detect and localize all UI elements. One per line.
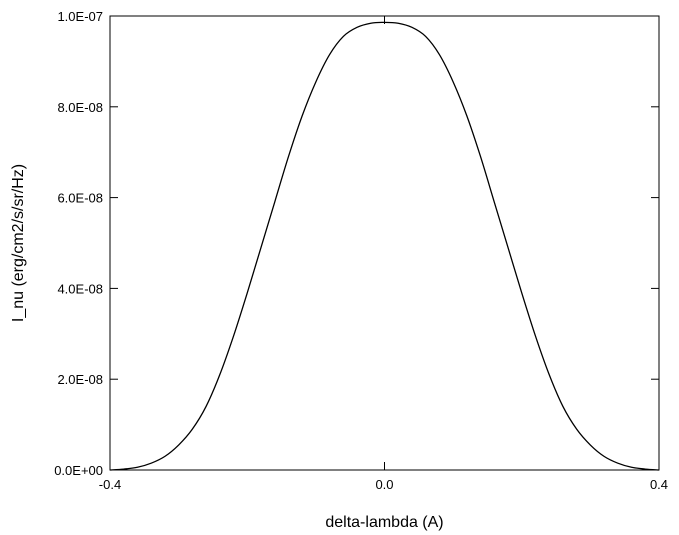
- y-tick-label: 1.0E-07: [57, 9, 103, 24]
- y-tick-label: 0.0E+00: [54, 463, 103, 478]
- y-axis-label: I_nu (erg/cm2/s/sr/Hz): [10, 164, 27, 322]
- y-tick-label: 4.0E-08: [57, 281, 103, 296]
- x-tick-label: 0.0: [375, 477, 393, 492]
- plot-frame: [109, 15, 660, 471]
- y-tick-label: 6.0E-08: [57, 191, 103, 206]
- x-axis-label: delta-lambda (A): [325, 514, 443, 531]
- y-tick-label: 8.0E-08: [57, 100, 103, 115]
- series-line: [109, 21, 660, 471]
- y-tick-label: 2.0E-08: [57, 372, 103, 387]
- x-axis-ticks: -0.4 0.0 0.4: [99, 16, 668, 492]
- x-tick-label: -0.4: [99, 477, 121, 492]
- y-axis-ticks: 0.0E+00 2.0E-08 4.0E-08 6.0E-08 8.0E-08 1.0E-…: [54, 9, 659, 478]
- x-tick-label: 0.4: [650, 477, 668, 492]
